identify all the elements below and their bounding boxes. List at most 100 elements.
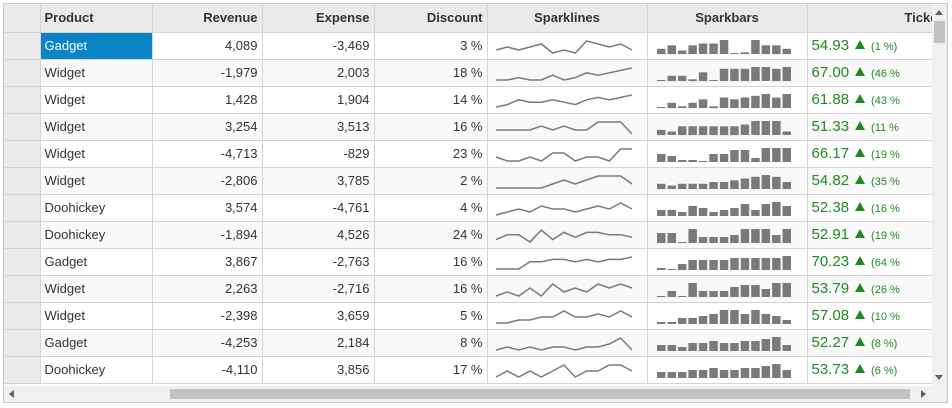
cell-sparkbars[interactable] <box>647 329 808 357</box>
cell-revenue[interactable]: 3,254 <box>152 113 263 141</box>
cell-sparkbars[interactable] <box>647 59 808 87</box>
cell-expense[interactable]: 3,785 <box>262 167 375 195</box>
cell-expense[interactable]: 2,003 <box>262 59 375 87</box>
cell-discount[interactable]: 5 % <box>374 302 488 330</box>
scroll-right-arrow-icon[interactable] <box>921 390 926 398</box>
cell-ticker[interactable]: 52.27 (8 %) <box>807 329 932 357</box>
cell-discount[interactable]: 8 % <box>374 329 488 357</box>
vertical-scrollbar[interactable] <box>932 4 947 386</box>
row-header[interactable] <box>4 275 41 303</box>
cell-expense[interactable]: 3,856 <box>262 356 375 384</box>
cell-product[interactable]: Gadget <box>40 32 153 60</box>
cell-revenue[interactable]: 2,263 <box>152 275 263 303</box>
cell-expense[interactable]: -4,761 <box>262 194 375 222</box>
cell-discount[interactable]: 16 % <box>374 248 488 276</box>
cell-sparkbars[interactable] <box>647 167 808 195</box>
cell-expense[interactable]: 1,904 <box>262 86 375 114</box>
row-header[interactable] <box>4 140 41 168</box>
scroll-down-arrow-icon[interactable] <box>935 375 943 380</box>
horizontal-scrollbar[interactable] <box>4 386 932 402</box>
cell-sparkbars[interactable] <box>647 86 808 114</box>
cell-sparkbars[interactable] <box>647 221 808 249</box>
cell-product[interactable]: Widget <box>40 167 153 195</box>
cell-discount[interactable]: 2 % <box>374 167 488 195</box>
cell-expense[interactable]: -829 <box>262 140 375 168</box>
table-row[interactable]: Widget -4,713 -829 23 % 66.17 (19 % <box>4 140 932 168</box>
cell-sparklines[interactable] <box>487 221 648 249</box>
row-header[interactable] <box>4 59 41 87</box>
table-row[interactable]: Widget -2,398 3,659 5 % 57.08 (10 % <box>4 302 932 330</box>
cell-ticker[interactable]: 52.91 (19 % <box>807 221 932 249</box>
row-header[interactable] <box>4 356 41 384</box>
cell-discount[interactable]: 17 % <box>374 356 488 384</box>
cell-product[interactable]: Doohickey <box>40 356 153 384</box>
cell-expense[interactable]: -2,763 <box>262 248 375 276</box>
cell-revenue[interactable]: -2,806 <box>152 167 263 195</box>
cell-ticker[interactable]: 53.73 (6 %) <box>807 356 932 384</box>
cell-revenue[interactable]: 4,089 <box>152 32 263 60</box>
row-header[interactable] <box>4 113 41 141</box>
cell-ticker[interactable]: 57.08 (10 % <box>807 302 932 330</box>
table-row[interactable]: Doohickey -4,110 3,856 17 % 53.73 (6 %) <box>4 356 932 384</box>
row-header[interactable] <box>4 221 41 249</box>
cell-ticker[interactable]: 54.93 (1 %) <box>807 32 932 60</box>
table-row[interactable]: Gadget 3,867 -2,763 16 % 70.23 (64 % <box>4 248 932 276</box>
cell-product[interactable]: Gadget <box>40 248 153 276</box>
flex-grid[interactable]: Product Revenue Expense Discount Sparkli… <box>3 3 948 403</box>
cell-sparkbars[interactable] <box>647 194 808 222</box>
cell-sparklines[interactable] <box>487 140 648 168</box>
cell-discount[interactable]: 16 % <box>374 113 488 141</box>
column-header-ticker[interactable]: Ticker <box>807 4 932 33</box>
cell-sparklines[interactable] <box>487 59 648 87</box>
vertical-scroll-thumb[interactable] <box>934 21 945 43</box>
table-row[interactable]: Doohickey -1,894 4,526 24 % 52.91 (19 % <box>4 221 932 249</box>
cell-ticker[interactable]: 54.82 (35 % <box>807 167 932 195</box>
scroll-up-arrow-icon[interactable] <box>935 10 943 15</box>
cell-sparklines[interactable] <box>487 194 648 222</box>
cell-ticker[interactable]: 51.33 (11 % <box>807 113 932 141</box>
row-header[interactable] <box>4 329 41 357</box>
cell-sparkbars[interactable] <box>647 356 808 384</box>
table-row[interactable]: Widget 3,254 3,513 16 % 51.33 (11 % <box>4 113 932 141</box>
cell-product[interactable]: Widget <box>40 113 153 141</box>
cell-revenue[interactable]: -1,894 <box>152 221 263 249</box>
cell-discount[interactable]: 24 % <box>374 221 488 249</box>
table-row[interactable]: Widget -2,806 3,785 2 % 54.82 (35 % <box>4 167 932 195</box>
cell-sparklines[interactable] <box>487 248 648 276</box>
cell-revenue[interactable]: -1,979 <box>152 59 263 87</box>
cell-expense[interactable]: 3,659 <box>262 302 375 330</box>
cell-ticker[interactable]: 67.00 (46 % <box>807 59 932 87</box>
cell-discount[interactable]: 16 % <box>374 275 488 303</box>
cell-expense[interactable]: 4,526 <box>262 221 375 249</box>
table-row[interactable]: Gadget 4,089 -3,469 3 % 54.93 (1 %) <box>4 32 932 60</box>
cell-revenue[interactable]: 3,867 <box>152 248 263 276</box>
cell-revenue[interactable]: -4,110 <box>152 356 263 384</box>
column-header-product[interactable]: Product <box>40 4 153 33</box>
cell-ticker[interactable]: 61.88 (43 % <box>807 86 932 114</box>
cell-revenue[interactable]: 1,428 <box>152 86 263 114</box>
cell-sparkbars[interactable] <box>647 302 808 330</box>
cell-revenue[interactable]: -4,253 <box>152 329 263 357</box>
column-header-expense[interactable]: Expense <box>262 4 375 33</box>
cell-product[interactable]: Widget <box>40 59 153 87</box>
column-header-revenue[interactable]: Revenue <box>152 4 263 33</box>
cell-sparklines[interactable] <box>487 356 648 384</box>
cell-discount[interactable]: 14 % <box>374 86 488 114</box>
horizontal-scroll-thumb[interactable] <box>170 389 910 399</box>
column-header-sparklines[interactable]: Sparklines <box>487 4 648 33</box>
table-row[interactable]: Widget 2,263 -2,716 16 % 53.79 (26 % <box>4 275 932 303</box>
cell-sparkbars[interactable] <box>647 248 808 276</box>
cell-product[interactable]: Widget <box>40 140 153 168</box>
cell-sparkbars[interactable] <box>647 275 808 303</box>
cell-ticker[interactable]: 52.38 (16 % <box>807 194 932 222</box>
cell-product[interactable]: Doohickey <box>40 194 153 222</box>
cell-product[interactable]: Gadget <box>40 329 153 357</box>
cell-sparklines[interactable] <box>487 275 648 303</box>
cell-ticker[interactable]: 53.79 (26 % <box>807 275 932 303</box>
cell-product[interactable]: Widget <box>40 86 153 114</box>
row-header[interactable] <box>4 167 41 195</box>
cell-ticker[interactable]: 70.23 (64 % <box>807 248 932 276</box>
cell-discount[interactable]: 4 % <box>374 194 488 222</box>
row-header[interactable] <box>4 86 41 114</box>
row-header[interactable] <box>4 194 41 222</box>
